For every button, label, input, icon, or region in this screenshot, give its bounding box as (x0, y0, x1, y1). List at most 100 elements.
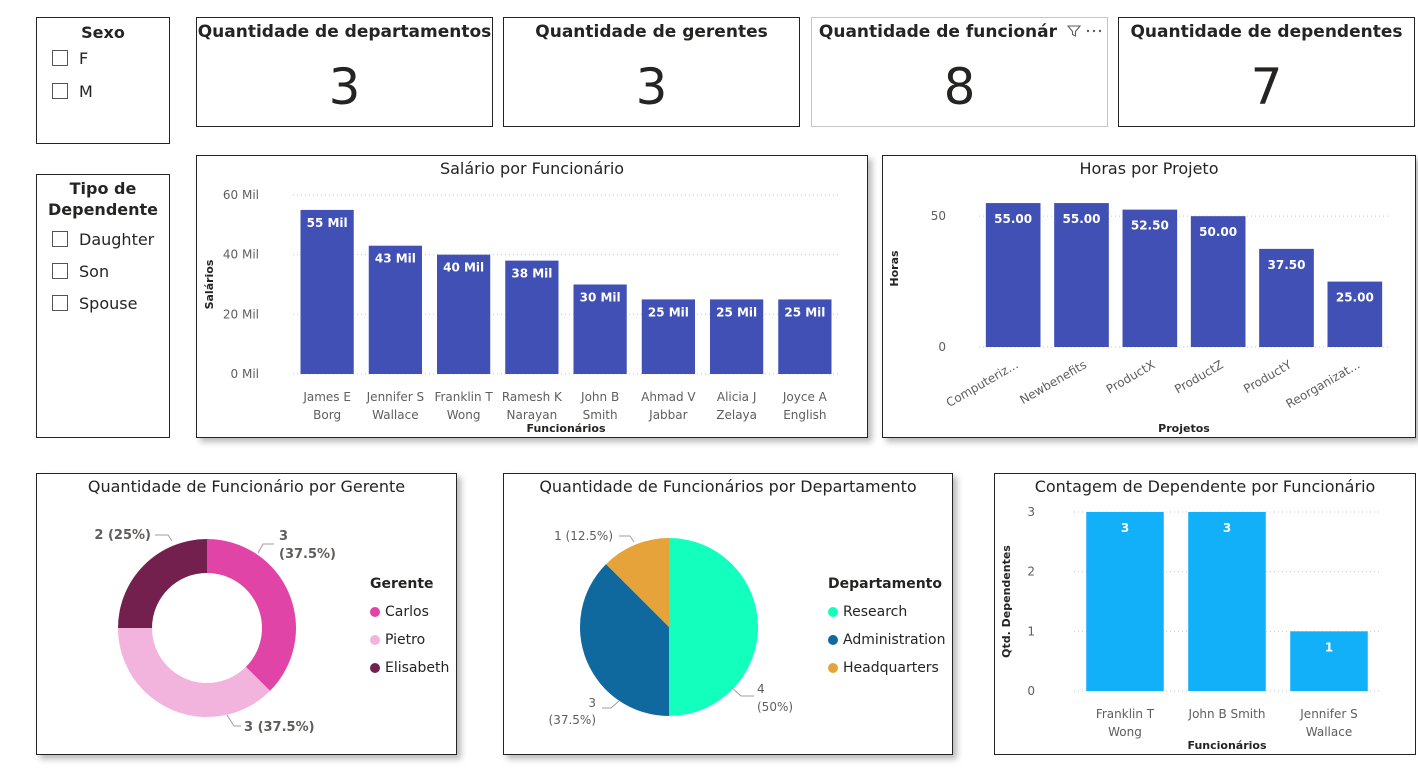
legend-item-pietro[interactable]: Pietro (370, 626, 449, 654)
data-label: 3 (1121, 521, 1129, 535)
checkbox[interactable] (52, 263, 68, 279)
chart-salario[interactable]: Salário por Funcionário 0 Mil 20 Mil 40 Mi… (196, 155, 868, 438)
slice-data-label: 3 (588, 696, 596, 710)
checkbox[interactable] (52, 295, 68, 311)
kpi-gerentes[interactable]: Quantidade de gerentes 3 (503, 17, 800, 127)
bar[interactable] (573, 284, 627, 375)
checkbox[interactable] (52, 50, 68, 66)
bar[interactable] (1086, 512, 1164, 691)
visual-header-icons (1066, 24, 1103, 38)
data-label: 37.50 (1268, 258, 1306, 272)
bar[interactable] (985, 203, 1041, 347)
chart-horas[interactable]: Horas por Projeto 0 50 55.00 Computeriz... 5… (882, 155, 1416, 438)
data-label: 40 Mil (443, 261, 484, 275)
bar[interactable] (1190, 216, 1246, 347)
slice-data-label: 3 (279, 529, 288, 544)
pie-slice[interactable] (669, 538, 758, 716)
bar[interactable] (1122, 209, 1178, 347)
x-tick-label: Franklin T (434, 390, 493, 404)
x-tick-label: Computeriz... (944, 357, 1021, 409)
slice-data-label: 4 (757, 682, 765, 696)
chart-title: Salário por Funcionário (439, 159, 625, 178)
pie-slice[interactable] (118, 628, 270, 717)
chart-gerente[interactable]: Quantidade de Funcionário por Gerente 3 (… (36, 473, 457, 755)
leader-line (602, 700, 620, 709)
x-axis-title: Funcionários (526, 422, 605, 435)
kpi-dependentes[interactable]: Quantidade de dependentes 7 (1118, 17, 1415, 127)
pie-slice[interactable] (606, 538, 669, 627)
slicer-option-son[interactable]: Son (52, 260, 169, 282)
legend-label: Headquarters (843, 660, 939, 676)
x-tick-label: Jennifer S (366, 390, 424, 404)
slicer-dependente-title-2: Dependente (47, 200, 159, 219)
y-axis-title: Horas (888, 250, 901, 287)
x-axis-title: Funcionários (1187, 739, 1266, 752)
kpi-title: Quantidade de departamentos (197, 22, 492, 42)
salario-bar-chart: 0 Mil 20 Mil 40 Mil 60 Mil 55 Mil James E Borg… (203, 188, 839, 435)
y-axis-title: Salários (203, 259, 216, 309)
x-tick-label: Wong (1108, 725, 1142, 739)
legend-item-carlos[interactable]: Carlos (370, 598, 449, 626)
legend-item-administration[interactable]: Administration (828, 626, 945, 654)
more-options-icon[interactable] (1085, 24, 1103, 38)
x-tick-label: ProductX (1104, 357, 1158, 396)
legend-item-research[interactable]: Research (828, 598, 945, 626)
pie-slice[interactable] (580, 564, 669, 716)
kpi-value: 8 (943, 58, 976, 116)
x-tick-label: Newbenefits (1017, 357, 1089, 406)
slicer-option-spouse[interactable]: Spouse (52, 292, 169, 314)
x-tick-label: Wallace (372, 408, 418, 422)
y-tick-label: 60 Mil (223, 188, 259, 202)
pie-slice[interactable] (118, 539, 207, 628)
legend-label: Carlos (385, 604, 429, 620)
bar[interactable] (710, 299, 764, 374)
kpi-funcionarios[interactable]: Quantidade de funcionár 8 (811, 17, 1108, 127)
legend-dot (828, 663, 838, 673)
data-label: 43 Mil (375, 252, 416, 266)
chart-dependentes[interactable]: Contagem de Dependente por Funcionário 0… (994, 473, 1416, 755)
data-label: 25 Mil (648, 305, 689, 319)
legend-item-headquarters[interactable]: Headquarters (828, 654, 945, 682)
legend-dot (828, 635, 838, 645)
x-tick-label: Ramesh K (502, 390, 563, 404)
legend-label: Elisabeth (385, 660, 450, 676)
legend-title: Departamento (828, 576, 942, 592)
x-tick-label: Jennifer S (1299, 707, 1357, 721)
legend-item-elisabeth[interactable]: Elisabeth (370, 654, 449, 682)
y-tick-label: 0 (1027, 684, 1035, 698)
data-label: 55 Mil (307, 216, 348, 230)
bar[interactable] (778, 299, 832, 374)
bar[interactable] (368, 245, 422, 374)
slicer-option-daughter[interactable]: Daughter (52, 228, 169, 250)
pie-slice[interactable] (207, 539, 296, 691)
checkbox[interactable] (52, 231, 68, 247)
bar[interactable] (300, 209, 354, 374)
bar[interactable] (641, 299, 695, 374)
chart-departamento[interactable]: Quantidade de Funcionários por Departame… (503, 473, 953, 755)
bar[interactable] (505, 260, 559, 374)
slice-data-label: 3 (37.5%) (244, 720, 315, 735)
slicer-option-f[interactable]: F (52, 47, 169, 69)
x-tick-label: Jabbar (648, 408, 687, 422)
dependentes-bar-chart: 0 1 2 3 3 Franklin T Wong 3 John B Smith 1 Jennife… (1000, 505, 1380, 752)
slicer-option-m[interactable]: M (52, 80, 169, 102)
filter-icon[interactable] (1066, 24, 1082, 38)
kpi-title: Quantidade de funcionár (818, 22, 1057, 42)
bar[interactable] (1259, 248, 1314, 347)
bar[interactable] (1290, 631, 1368, 691)
kpi-departamentos[interactable]: Quantidade de departamentos 3 (196, 17, 493, 127)
slicer-option-label: F (79, 48, 89, 68)
bar[interactable] (1327, 281, 1383, 347)
bar[interactable] (1188, 512, 1266, 691)
x-tick-label: ProductY (1241, 357, 1294, 396)
bar[interactable] (1054, 203, 1109, 347)
kpi-value: 3 (635, 58, 668, 116)
checkbox[interactable] (52, 83, 68, 99)
legend-gerente: Gerente Carlos Pietro Elisabeth (370, 576, 449, 682)
data-label: 1 (1325, 640, 1333, 654)
y-axis-title: Qtd. Dependentes (1000, 545, 1013, 658)
y-tick-label: 0 Mil (231, 367, 259, 381)
data-label: 30 Mil (580, 291, 621, 305)
x-tick-label: Narayan (507, 408, 558, 422)
bar[interactable] (437, 254, 491, 374)
